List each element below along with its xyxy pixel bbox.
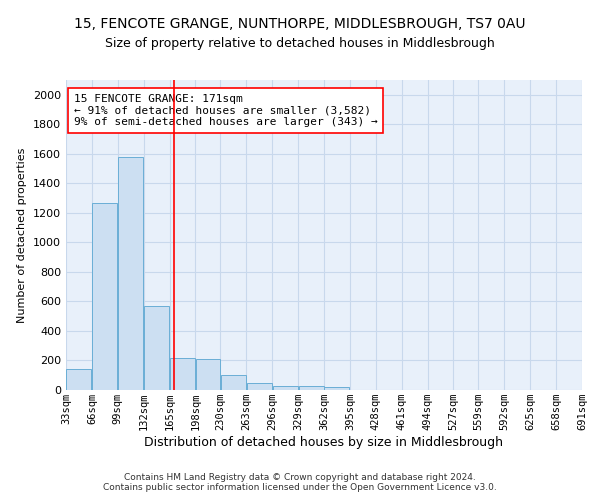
Text: Contains HM Land Registry data © Crown copyright and database right 2024.
Contai: Contains HM Land Registry data © Crown c… (103, 473, 497, 492)
Bar (67, 370, 91, 390)
Bar (299, 386, 323, 390)
Text: 15 FENCOTE GRANGE: 171sqm
← 91% of detached houses are smaller (3,582)
9% of sem: 15 FENCOTE GRANGE: 171sqm ← 91% of detac… (74, 94, 377, 127)
Bar (221, 375, 246, 390)
Text: Size of property relative to detached houses in Middlesbrough: Size of property relative to detached ho… (105, 38, 495, 51)
Bar (92, 202, 118, 390)
Y-axis label: Number of detached properties: Number of detached properties (17, 148, 28, 322)
Bar (170, 358, 195, 390)
Bar (272, 386, 298, 390)
Bar (247, 382, 272, 390)
Bar (196, 359, 220, 390)
X-axis label: Distribution of detached houses by size in Middlesbrough: Distribution of detached houses by size … (145, 436, 503, 449)
Text: 15, FENCOTE GRANGE, NUNTHORPE, MIDDLESBROUGH, TS7 0AU: 15, FENCOTE GRANGE, NUNTHORPE, MIDDLESBR… (74, 18, 526, 32)
Bar (325, 387, 349, 390)
Bar (144, 306, 169, 390)
Bar (118, 157, 143, 390)
